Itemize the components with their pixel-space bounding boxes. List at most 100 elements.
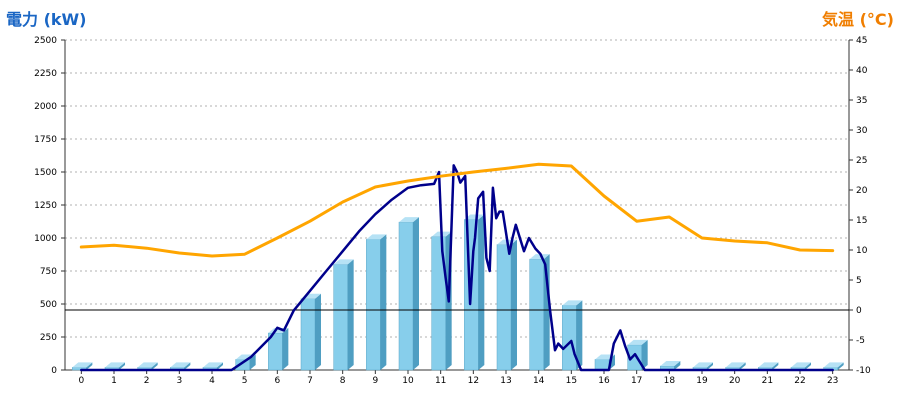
bar-side [772, 362, 779, 370]
bar-side [805, 362, 811, 370]
bar-top [791, 362, 811, 368]
left-axis-tick-label: 1000 [34, 234, 57, 244]
bar-side [282, 328, 289, 370]
right-axis-tick-label: 10 [856, 246, 868, 256]
bar-top [170, 362, 191, 368]
right-axis-tick-label: 5 [856, 276, 862, 286]
x-axis-tick-label: 18 [664, 376, 676, 386]
x-axis-tick-label: 20 [729, 376, 741, 386]
bar-side [739, 362, 746, 370]
x-axis-tick-label: 13 [500, 376, 511, 386]
bar [529, 258, 544, 371]
bar-top [693, 362, 713, 368]
bar-side [413, 217, 419, 370]
bar-top [203, 362, 223, 368]
x-axis-tick-label: 0 [78, 376, 84, 386]
x-axis-tick-label: 16 [598, 376, 610, 386]
right-axis-tick-label: -5 [856, 336, 865, 346]
x-axis-tick-label: 21 [762, 376, 773, 386]
right-axis-tick-label: 40 [856, 66, 868, 76]
x-axis-tick-label: 17 [631, 376, 642, 386]
bar [496, 244, 512, 371]
bar-side [347, 259, 354, 370]
x-axis-tick-label: 3 [176, 376, 182, 386]
x-axis-tick-label: 12 [468, 376, 479, 386]
x-axis-tick-label: 19 [696, 376, 708, 386]
right-axis-tick-label: 30 [856, 126, 868, 136]
bar [366, 239, 381, 371]
bar-top [366, 234, 387, 240]
bar-top [464, 214, 485, 220]
bar-top [562, 300, 583, 306]
bar-top [823, 362, 844, 368]
x-axis-tick-label: 8 [340, 376, 346, 386]
bar-side [151, 362, 158, 370]
left-axis-tick-label: 0 [51, 366, 57, 376]
x-axis-tick-label: 2 [144, 376, 150, 386]
bar-side [119, 362, 125, 370]
bar-top [725, 362, 746, 368]
bar-side [380, 234, 387, 370]
bar-top [529, 254, 550, 260]
bar [594, 359, 610, 371]
x-axis-tick-label: 14 [533, 376, 545, 386]
bar-top [72, 362, 93, 368]
x-axis-tick-label: 22 [794, 376, 805, 386]
right-axis-tick-label: 0 [856, 306, 862, 316]
bar-top [627, 339, 648, 345]
left-axis-tick-label: 2250 [34, 69, 57, 79]
x-axis-tick-label: 15 [566, 376, 577, 386]
left-axis-tick-label: 250 [40, 333, 57, 343]
bar-top [660, 361, 681, 367]
x-axis-tick-label: 5 [242, 376, 248, 386]
bar-side [674, 361, 681, 370]
x-axis-tick-label: 1 [111, 376, 117, 386]
power-line [80, 164, 834, 372]
right-axis-title: 気温 (°C) [822, 10, 894, 29]
x-axis-tick-label: 7 [307, 376, 313, 386]
left-axis-tick-label: 1750 [34, 135, 57, 145]
bar [562, 305, 577, 371]
left-axis-tick-label: 1500 [34, 168, 57, 178]
bar-top [137, 362, 158, 368]
bar-top [399, 217, 419, 223]
right-axis-tick-label: 25 [856, 156, 867, 166]
bar [398, 221, 414, 371]
bar-side [511, 239, 517, 370]
bar-top [105, 362, 125, 368]
bar-side [837, 362, 844, 370]
bar-side [217, 362, 223, 370]
bar-side [707, 362, 713, 370]
x-axis-tick-label: 23 [827, 376, 838, 386]
bar-side [641, 339, 648, 370]
bar-side [249, 354, 256, 370]
bar-top [758, 362, 779, 368]
left-axis-tick-label: 750 [40, 267, 57, 277]
bar-side [576, 300, 583, 370]
x-axis-tick-label: 10 [402, 376, 414, 386]
left-axis-tick-label: 2000 [34, 102, 57, 112]
bar-top [333, 259, 354, 265]
right-axis-tick-label: 20 [856, 186, 868, 196]
left-axis-title: 電力 (kW) [6, 10, 87, 29]
right-axis-tick-label: 45 [856, 36, 867, 46]
bar-side [86, 362, 93, 370]
left-axis-tick-label: 2500 [34, 36, 57, 46]
temperature-line [79, 162, 835, 258]
right-axis-tick-label: 35 [856, 96, 867, 106]
bar-side [315, 293, 321, 370]
left-axis-tick-label: 1250 [34, 201, 57, 211]
bar-side [478, 214, 485, 370]
right-axis-tick-label: 15 [856, 216, 867, 226]
bar [333, 264, 348, 371]
x-axis-tick-label: 6 [274, 376, 280, 386]
bar-side [184, 362, 191, 370]
left-axis-tick-label: 500 [40, 300, 57, 310]
x-axis-tick-label: 9 [372, 376, 378, 386]
right-axis-tick-label: -10 [856, 366, 871, 376]
x-axis-tick-label: 4 [209, 376, 215, 386]
bar [300, 298, 316, 371]
x-axis-tick-label: 11 [435, 376, 446, 386]
